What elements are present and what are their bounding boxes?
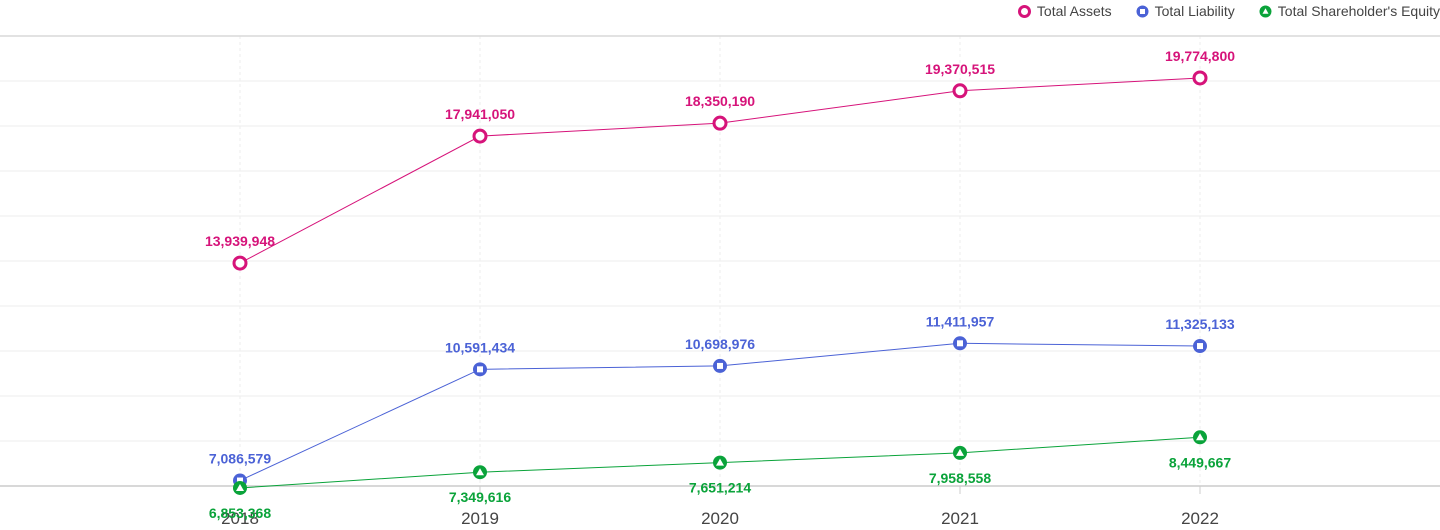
data-point[interactable] <box>713 358 727 373</box>
x-tick-label: 2018 <box>221 509 259 528</box>
data-label: 7,349,616 <box>449 489 511 505</box>
circle-icon <box>1017 4 1031 18</box>
legend-item-total-assets[interactable]: Total Assets <box>1017 2 1112 20</box>
data-point[interactable] <box>1193 339 1207 354</box>
data-point[interactable] <box>713 455 727 470</box>
data-label: 7,086,579 <box>209 451 271 467</box>
x-tick-label: 2020 <box>701 509 739 528</box>
data-label: 19,774,800 <box>1165 48 1235 64</box>
data-point[interactable] <box>472 128 488 144</box>
data-point[interactable] <box>953 445 967 460</box>
legend-label-total-equity: Total Shareholder's Equity <box>1277 3 1440 19</box>
data-point[interactable] <box>232 255 248 271</box>
square-icon <box>1136 5 1149 18</box>
x-tick-label: 2019 <box>461 509 499 528</box>
data-point[interactable] <box>712 115 728 131</box>
data-point[interactable] <box>952 83 968 99</box>
x-tick-label: 2022 <box>1181 509 1219 528</box>
data-point[interactable] <box>473 465 487 480</box>
data-label: 10,698,976 <box>685 336 755 352</box>
data-labels: 13,939,948 17,941,050 18,350,190 19,370,515… <box>205 48 1235 521</box>
data-label: 11,325,133 <box>1165 316 1235 332</box>
chart-legend: Total Assets Total Liability Total Share… <box>994 2 1440 20</box>
x-tick-label: 2021 <box>941 509 979 528</box>
data-label: 6,853,368 <box>209 505 271 521</box>
data-label: 13,939,948 <box>205 233 275 249</box>
data-point[interactable] <box>1192 70 1208 86</box>
x-axis: 2018 2019 2020 2021 2022 <box>0 35 1440 528</box>
data-label: 8,449,667 <box>1169 454 1231 470</box>
data-label: 11,411,957 <box>926 313 995 329</box>
data-label: 17,941,050 <box>445 106 515 122</box>
data-label: 19,370,515 <box>925 61 995 77</box>
data-label: 18,350,190 <box>685 93 755 109</box>
legend-item-total-liability[interactable]: Total Liability <box>1136 2 1235 20</box>
triangle-icon <box>1259 5 1272 18</box>
data-point[interactable] <box>233 480 247 495</box>
legend-item-total-equity[interactable]: Total Shareholder's Equity <box>1259 2 1440 20</box>
data-point[interactable] <box>953 336 967 351</box>
legend-label-total-assets: Total Assets <box>1036 3 1112 19</box>
data-label: 10,591,434 <box>445 339 515 355</box>
legend-label-total-liability: Total Liability <box>1154 3 1235 19</box>
data-label: 7,958,558 <box>929 470 991 486</box>
data-point[interactable] <box>473 362 487 377</box>
data-point[interactable] <box>1193 430 1207 445</box>
series-layer <box>232 70 1208 495</box>
data-label: 7,651,214 <box>689 480 751 496</box>
